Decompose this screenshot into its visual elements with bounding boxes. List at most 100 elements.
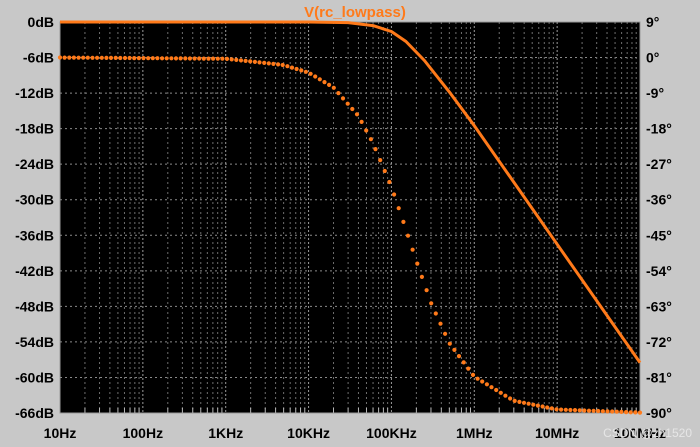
- phase-point: [150, 56, 155, 61]
- phase-point: [127, 55, 132, 61]
- phase-point: [71, 55, 76, 60]
- phase-point: [572, 408, 578, 413]
- y-right-tick-label: 9°: [646, 14, 659, 30]
- x-tick-label: 100MHz: [614, 425, 666, 441]
- phase-point: [633, 410, 638, 415]
- magnitude-curve: [60, 20, 642, 364]
- phase-point: [559, 407, 564, 412]
- plot-area: [60, 22, 640, 413]
- phase-point: [169, 56, 174, 61]
- phase-point: [433, 311, 438, 316]
- y-right-tick-label: -45°: [646, 227, 672, 243]
- y-right-tick-label: -36°: [646, 192, 672, 208]
- phase-point: [95, 55, 100, 60]
- phase-point: [155, 56, 160, 61]
- phase-point: [164, 56, 169, 61]
- phase-point: [238, 58, 244, 63]
- phase-point: [480, 379, 485, 384]
- chart-title: V(rc_lowpass): [304, 4, 406, 21]
- phase-point: [512, 398, 517, 403]
- phase-point: [526, 401, 531, 406]
- phase-point: [303, 69, 308, 74]
- y-right-tick-label: -63°: [646, 298, 672, 314]
- phase-point: [294, 66, 299, 72]
- phase-point: [322, 80, 327, 85]
- phase-point: [289, 65, 295, 70]
- phase-point: [108, 55, 114, 61]
- curves: [57, 20, 643, 415]
- y-left-tick-label: -48dB: [15, 298, 54, 314]
- phase-point: [340, 96, 346, 101]
- phase-point: [415, 261, 420, 266]
- phase-point: [424, 288, 429, 293]
- phase-point: [503, 393, 508, 398]
- phase-point: [313, 74, 318, 79]
- phase-point: [285, 64, 290, 69]
- phase-point: [67, 55, 72, 60]
- phase-point: [396, 206, 401, 211]
- y-left-tick-label: -66dB: [15, 405, 54, 421]
- phase-point: [466, 366, 471, 371]
- y-right-tick-label: -90°: [646, 405, 672, 421]
- y-right-tick-label: -72°: [646, 334, 672, 350]
- phase-point: [257, 60, 262, 65]
- x-tick-label: 100Hz: [123, 425, 163, 441]
- phase-point: [141, 56, 146, 61]
- phase-point: [494, 387, 499, 393]
- y-left-tick-label: -12dB: [15, 85, 54, 101]
- x-tick-label: 100KHz: [366, 425, 417, 441]
- phase-point: [531, 402, 536, 407]
- phase-point: [206, 56, 211, 61]
- phase-point: [470, 372, 476, 377]
- phase-point: [132, 56, 137, 61]
- phase-point: [81, 55, 86, 60]
- phase-point: [637, 410, 643, 415]
- phase-point: [591, 408, 596, 413]
- phase-point: [582, 408, 587, 413]
- phase-point: [146, 56, 151, 61]
- phase-point: [234, 57, 239, 63]
- y-right-tick-label: -18°: [646, 121, 672, 137]
- y-left-tick-label: -42dB: [15, 263, 54, 279]
- phase-point: [452, 347, 457, 352]
- phase-point: [122, 55, 128, 61]
- phase-point: [610, 409, 615, 414]
- phase-point: [178, 56, 183, 61]
- y-right-tick-label: -54°: [646, 263, 672, 279]
- phase-point: [378, 158, 383, 163]
- phase-point: [549, 406, 554, 411]
- phase-point: [192, 56, 197, 61]
- phase-point: [280, 62, 285, 68]
- phase-point: [331, 85, 336, 90]
- phase-point: [118, 55, 123, 61]
- phase-point: [624, 410, 629, 415]
- x-tick-label: 10KHz: [287, 425, 330, 441]
- phase-point: [160, 56, 165, 61]
- phase-point: [619, 409, 624, 414]
- x-tick-label: 10Hz: [44, 425, 77, 441]
- phase-point: [211, 56, 216, 61]
- phase-point: [447, 341, 452, 346]
- phase-point: [535, 403, 541, 408]
- watermark: CSDN @zh1520: [603, 426, 692, 440]
- y-right-tick-label: -81°: [646, 369, 672, 385]
- phase-point: [243, 58, 248, 64]
- phase-point: [563, 407, 568, 412]
- phase-point: [554, 407, 559, 412]
- phase-point: [568, 407, 573, 413]
- y-right-tick-label: -9°: [646, 85, 664, 101]
- phase-point: [183, 56, 188, 61]
- phase-point: [173, 56, 179, 61]
- phase-point: [456, 354, 462, 359]
- phase-point: [419, 274, 424, 279]
- phase-point: [197, 56, 202, 61]
- phase-point: [90, 55, 95, 60]
- phase-point: [405, 233, 411, 238]
- phase-point: [248, 59, 253, 64]
- phase-point: [345, 101, 350, 106]
- phase-point: [577, 408, 582, 413]
- phase-point: [220, 56, 225, 61]
- phase-point: [62, 55, 67, 60]
- phase-point: [299, 68, 304, 73]
